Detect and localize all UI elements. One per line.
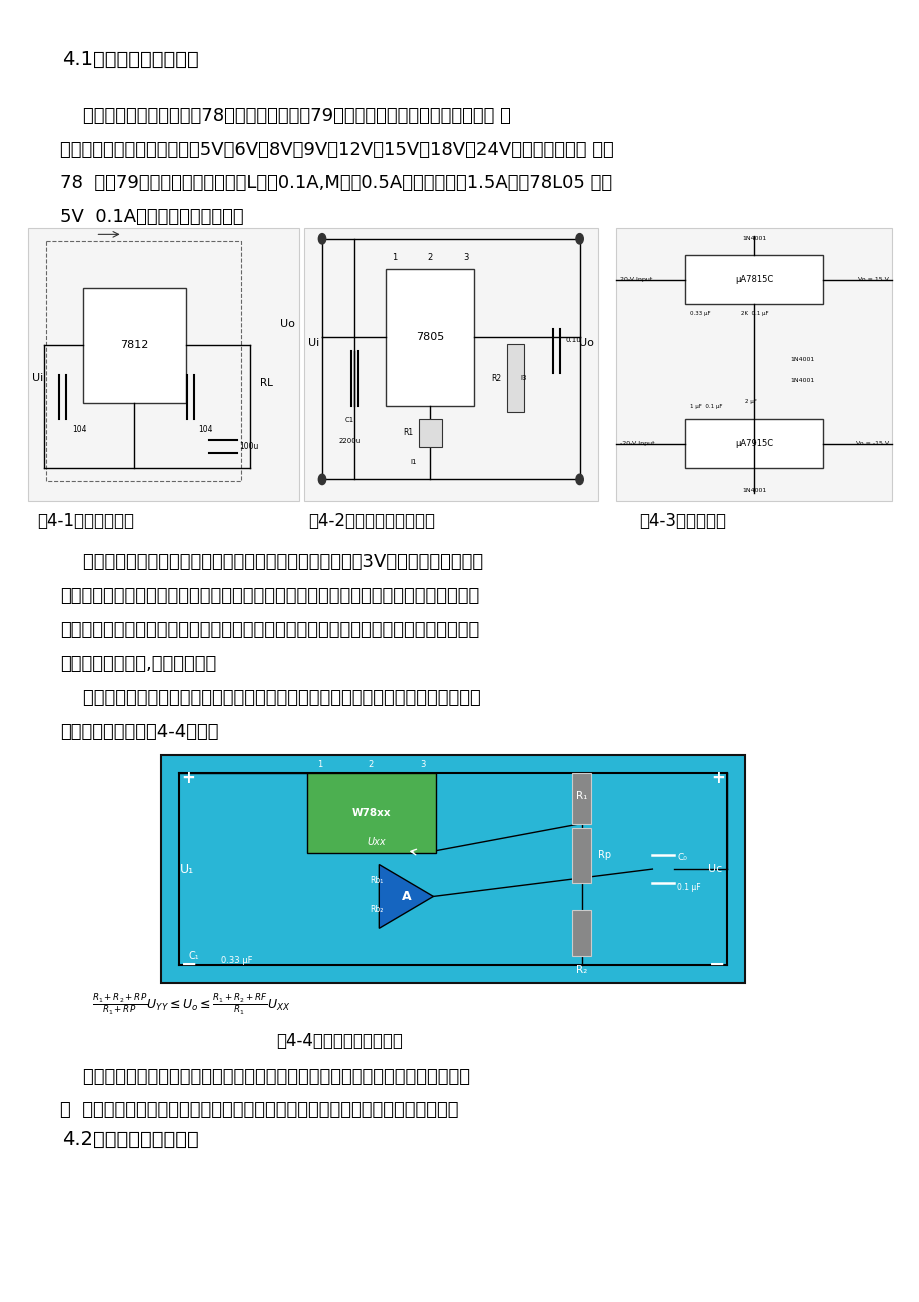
Bar — [28, 228, 299, 501]
Text: 104: 104 — [198, 424, 212, 434]
Text: 在使用上述方案时需要注意，输入电压与输出电压至少应由3V的压差，使稳压器中: 在使用上述方案时需要注意，输入电压与输出电压至少应由3V的压差，使稳压器中 — [60, 553, 482, 572]
Text: 3: 3 — [462, 254, 468, 263]
Text: Rb₂: Rb₂ — [369, 905, 383, 914]
Text: 0.1u: 0.1u — [565, 337, 581, 342]
Bar — [161, 755, 744, 983]
Text: 图4-2提高输出电压的电路: 图4-2提高输出电压的电路 — [308, 512, 435, 530]
Circle shape — [318, 474, 325, 484]
Text: 5V  0.1A。典型应用电路如下：: 5V 0.1A。典型应用电路如下： — [60, 208, 244, 227]
Text: RL: RL — [260, 378, 273, 388]
Text: Uo: Uo — [279, 319, 294, 328]
Text: 1 μF  0.1 μF: 1 μF 0.1 μF — [689, 404, 721, 409]
Text: 2: 2 — [369, 760, 373, 769]
Text: Rp: Rp — [597, 850, 610, 861]
Text: 1N4001: 1N4001 — [742, 236, 766, 241]
Text: 2 μF: 2 μF — [744, 398, 756, 404]
Text: Rb₁: Rb₁ — [369, 876, 383, 885]
Text: U₁: U₁ — [179, 863, 193, 875]
Bar — [83, 288, 186, 402]
Text: +: + — [710, 768, 724, 786]
Text: 7812: 7812 — [120, 340, 148, 350]
Text: 3: 3 — [420, 760, 425, 769]
Text: 78  （或79）后面加字母来区分。L表示0.1A,M表示0.5A，无字母表示1.5A，如78L05 表求: 78 （或79）后面加字母来区分。L表示0.1A,M表示0.5A，无字母表示1.… — [60, 174, 611, 193]
Text: 2: 2 — [427, 254, 432, 263]
Text: 7805: 7805 — [415, 332, 444, 342]
Text: 据手册。在三端稳压器的输入输出端接一个二极管，用来防止输入端短路时，输出端存储: 据手册。在三端稳压器的输入输出端接一个二极管，用来防止输入端短路时，输出端存储 — [60, 621, 479, 639]
Text: +: + — [181, 768, 195, 786]
Text: 号中的后面两个数字代表，有5V，6V，8V，9V，12V，15V，18V，24V等档次。输出电 流以: 号中的后面两个数字代表，有5V，6V，8V，9V，12V，15V，18V，24V… — [60, 141, 613, 159]
Text: 104: 104 — [72, 424, 86, 434]
Text: 20-V Input: 20-V Input — [619, 277, 652, 283]
Bar — [307, 773, 435, 853]
Bar — [572, 773, 590, 823]
Text: μA7915C: μA7915C — [734, 439, 773, 448]
Text: 图中集成运放作为电压跟随器，运放供电借助三端稳压器输入电压。当电位器滑动: 图中集成运放作为电压跟随器，运放供电借助三端稳压器输入电压。当电位器滑动 — [60, 1068, 470, 1086]
Text: I1: I1 — [410, 460, 416, 465]
Text: 4.1固定输出三端稳压器: 4.1固定输出三端稳压器 — [62, 49, 199, 69]
Text: 至  最上端时，输出电压为最大值。当电位器滑动至最下端时，输出电压为最小值。: 至 最上端时，输出电压为最大值。当电位器滑动至最下端时，输出电压为最小值。 — [60, 1101, 458, 1120]
Text: 2K  0.1 μF: 2K 0.1 μF — [740, 311, 767, 316]
Text: Vo = -15 V: Vo = -15 V — [855, 441, 888, 447]
Text: 1N4001: 1N4001 — [789, 379, 814, 384]
Text: 1N4001: 1N4001 — [742, 488, 766, 493]
Text: $\frac{R_1+R_2+RP}{R_1+RP}U_{YY} \leq U_o \leq \frac{R_1+R_2+RF}{R_1}U_{XX}$: $\frac{R_1+R_2+RP}{R_1+RP}U_{YY} \leq U_… — [92, 992, 290, 1017]
Text: I3: I3 — [519, 375, 526, 381]
Text: 电路，电路方案如图4-4所示：: 电路，电路方案如图4-4所示： — [60, 723, 218, 741]
Text: 图4-1典型应用电路: 图4-1典型应用电路 — [37, 512, 133, 530]
Bar — [506, 344, 523, 413]
Text: W78xx: W78xx — [351, 809, 391, 818]
Bar — [418, 419, 441, 447]
Text: Uxx: Uxx — [368, 837, 386, 846]
Text: Uo: Uo — [578, 337, 593, 348]
Text: 的电荷通过稳压器,而损坏器件。: 的电荷通过稳压器,而损坏器件。 — [60, 655, 216, 673]
Text: 0.1 μF: 0.1 μF — [676, 883, 700, 892]
Circle shape — [575, 474, 583, 484]
Text: -20-V Input: -20-V Input — [619, 441, 654, 447]
Text: 1: 1 — [317, 760, 323, 769]
Text: Ui: Ui — [308, 337, 319, 348]
Text: μA7815C: μA7815C — [734, 275, 773, 284]
Bar — [616, 228, 891, 501]
Text: 4.2可调输出三端稳压器: 4.2可调输出三端稳压器 — [62, 1130, 199, 1150]
Text: C₀: C₀ — [676, 853, 686, 862]
Bar — [685, 255, 823, 305]
Text: 三端稳压器的通用产品有78系列（正电源）和79系列（负电源），输出电压由具体 型: 三端稳压器的通用产品有78系列（正电源）和79系列（负电源），输出电压由具体 型 — [60, 107, 510, 125]
Bar — [572, 910, 590, 956]
Circle shape — [575, 233, 583, 243]
Bar — [685, 419, 823, 469]
Bar — [572, 828, 590, 883]
Text: Ui: Ui — [32, 374, 43, 383]
Text: 100u: 100u — [239, 443, 258, 450]
Text: 1: 1 — [391, 254, 397, 263]
Text: 2200u: 2200u — [338, 439, 360, 444]
Bar — [386, 270, 474, 406]
Text: 图4-4输出可调的稳压电路: 图4-4输出可调的稳压电路 — [276, 1032, 403, 1051]
Circle shape — [318, 233, 325, 243]
Text: R₁: R₁ — [575, 792, 586, 801]
Bar — [46, 241, 241, 482]
Text: C1: C1 — [345, 417, 354, 423]
Text: A: A — [401, 891, 411, 902]
Text: 图4-3双电源电路: 图4-3双电源电路 — [639, 512, 726, 530]
Text: R1: R1 — [403, 428, 414, 437]
Text: 1N4001: 1N4001 — [789, 357, 814, 362]
Text: Vo = 15 V: Vo = 15 V — [857, 277, 888, 283]
Text: R₂: R₂ — [575, 965, 586, 975]
Text: 的调整管工作在放大区。同时输入输出压差过大，会增加稳压器的功耗。具体参数按照数: 的调整管工作在放大区。同时输入输出压差过大，会增加稳压器的功耗。具体参数按照数 — [60, 587, 479, 605]
Text: −: − — [708, 954, 724, 974]
Text: 0.33 μF: 0.33 μF — [221, 956, 252, 965]
Text: Uc: Uc — [707, 865, 721, 874]
Text: 除上述典型应用方案外，固定输出三端稳压器与集成运放可以设计出输出可调的稳压: 除上述典型应用方案外，固定输出三端稳压器与集成运放可以设计出输出可调的稳压 — [60, 689, 480, 707]
Text: C₁: C₁ — [188, 950, 199, 961]
Text: 0.33 μF: 0.33 μF — [689, 311, 709, 316]
Text: R2: R2 — [491, 374, 501, 383]
Text: −: − — [181, 954, 198, 974]
Polygon shape — [379, 865, 433, 928]
Bar — [303, 228, 597, 501]
